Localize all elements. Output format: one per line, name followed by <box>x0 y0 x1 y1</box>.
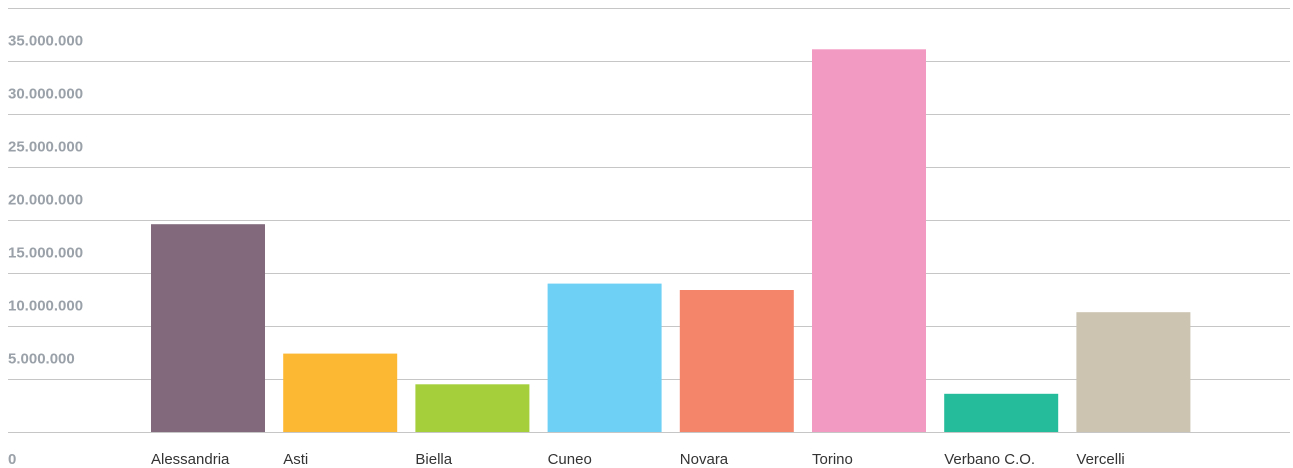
bar-cuneo[interactable] <box>547 283 662 432</box>
bar-novara[interactable] <box>679 290 794 432</box>
x-tick-label: Verbano C.O. <box>944 451 1035 468</box>
x-tick-label: Asti <box>283 451 308 468</box>
x-axis-tick-labels: Alessandria Asti Biella Cuneo Novara Torino Ve… <box>151 451 1125 468</box>
x-tick-label: Vercelli <box>1076 451 1124 468</box>
y-tick-label: 0 <box>8 451 16 468</box>
x-tick-label: Torino <box>812 451 853 468</box>
x-tick-label: Cuneo <box>548 451 592 468</box>
y-tick-label: 35.000.000 <box>8 32 83 49</box>
y-tick-label: 30.000.000 <box>8 85 83 102</box>
x-tick-label: Biella <box>415 451 452 468</box>
bar-alessandria[interactable] <box>151 224 265 432</box>
bar-biella[interactable] <box>415 384 530 432</box>
x-tick-label: Novara <box>680 451 729 468</box>
y-tick-label: 5.000.000 <box>8 350 75 367</box>
x-tick-label: Alessandria <box>151 451 230 468</box>
bar-vercelli[interactable] <box>1076 312 1191 432</box>
y-axis-tick-labels: 0 5.000.000 10.000.000 15.000.000 20.000.000… <box>8 32 83 468</box>
bars <box>151 49 1191 433</box>
y-tick-label: 15.000.000 <box>8 244 83 261</box>
bar-torino[interactable] <box>812 49 926 433</box>
bar-asti[interactable] <box>283 353 398 432</box>
y-tick-label: 10.000.000 <box>8 297 83 314</box>
bar-verbano-c-o[interactable] <box>944 393 1059 432</box>
y-tick-label: 25.000.000 <box>8 138 83 155</box>
y-tick-label: 20.000.000 <box>8 191 83 208</box>
